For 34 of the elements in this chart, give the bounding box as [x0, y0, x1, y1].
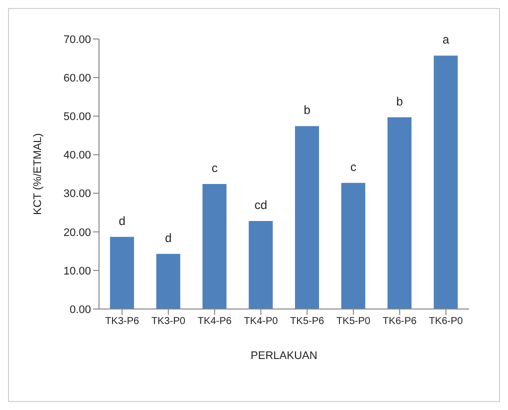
- annotation: cd: [254, 198, 268, 212]
- y-tick-label: 30.00: [63, 188, 91, 200]
- x-axis-title: PERLAKUAN: [250, 350, 318, 362]
- bar: [341, 182, 366, 309]
- y-tick-label: 20.00: [63, 226, 91, 239]
- y-tick-label: 40.00: [63, 150, 91, 162]
- y-tick-label: 50.00: [63, 111, 91, 124]
- annotation: c: [212, 161, 218, 176]
- y-tick-label: 70.00: [63, 34, 91, 46]
- bar: [110, 236, 134, 309]
- x-tick-label: TK5-P0: [336, 316, 371, 328]
- bar: [156, 254, 180, 309]
- x-tick-label: TK4-P6: [198, 316, 232, 328]
- y-tick-label: 0.00: [70, 304, 91, 316]
- annotation: d: [165, 230, 172, 245]
- x-tick-label: TK6-P0: [428, 316, 464, 328]
- annotation: b: [304, 103, 311, 118]
- annotation: d: [118, 214, 126, 228]
- bar: [434, 56, 458, 309]
- x-tick-label: TK5-P6: [290, 316, 325, 328]
- annotation: b: [396, 94, 404, 108]
- bar: [388, 117, 412, 309]
- x-tick-label: TK3-P6: [105, 316, 140, 328]
- bar: [295, 126, 319, 309]
- x-tick-label: TK3-P0: [151, 316, 186, 328]
- annotation: a: [442, 32, 450, 47]
- bar: [202, 184, 226, 309]
- y-tick-label: 60.00: [63, 72, 91, 84]
- annotation: c: [350, 160, 356, 174]
- y-tick-label: 10.00: [63, 265, 91, 278]
- y-axis-title: KCT (%/ETMAL): [32, 133, 44, 215]
- bar: [248, 221, 273, 309]
- x-tick-label: TK6-P6: [382, 316, 418, 328]
- x-tick-label: TK4-P0: [244, 316, 278, 328]
